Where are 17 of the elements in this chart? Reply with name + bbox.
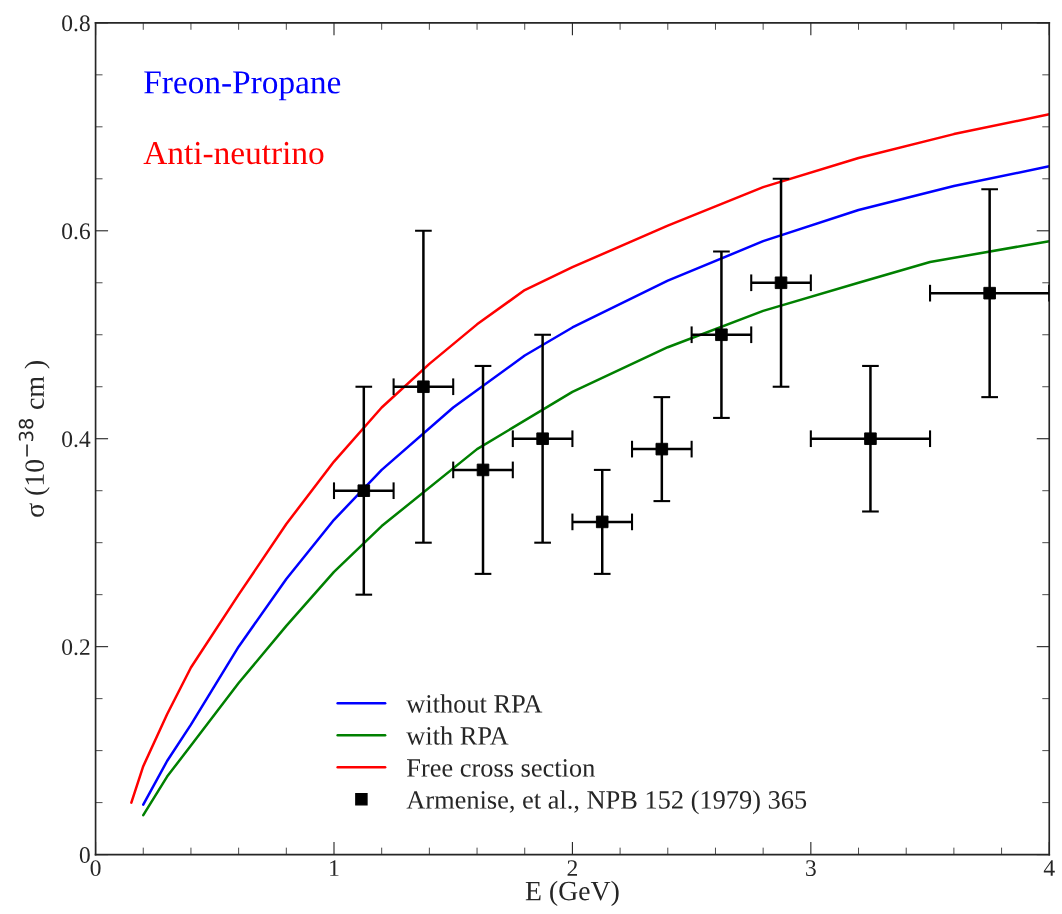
x-tick-label: 2: [567, 860, 578, 876]
x-axis-title: E (GeV): [525, 880, 619, 907]
annotation: Freon-Propane: [144, 71, 341, 101]
annotation: Anti-neutrino: [143, 141, 324, 165]
x-tick-label: 4: [1043, 860, 1055, 876]
y-tick-label: 0.2: [62, 639, 90, 656]
y-tick-label: 0.8: [62, 15, 90, 32]
x-tick-label: 3: [806, 860, 816, 877]
y-tick-label: 0.6: [62, 223, 91, 240]
y-tick-label: 0: [79, 847, 90, 864]
legend-label: Armenise, et al., NPB 152 (1979) 365: [406, 790, 807, 815]
legend-label: Free cross section: [407, 759, 595, 777]
legend-label: with RPA: [406, 726, 509, 745]
x-tick-label: 1: [330, 860, 339, 876]
legend-label: without RPA: [406, 694, 543, 713]
y-tick-label: 0.4: [62, 431, 91, 448]
y-axis-title: σ (10$^{−38}$ cm ): [18, 361, 50, 517]
